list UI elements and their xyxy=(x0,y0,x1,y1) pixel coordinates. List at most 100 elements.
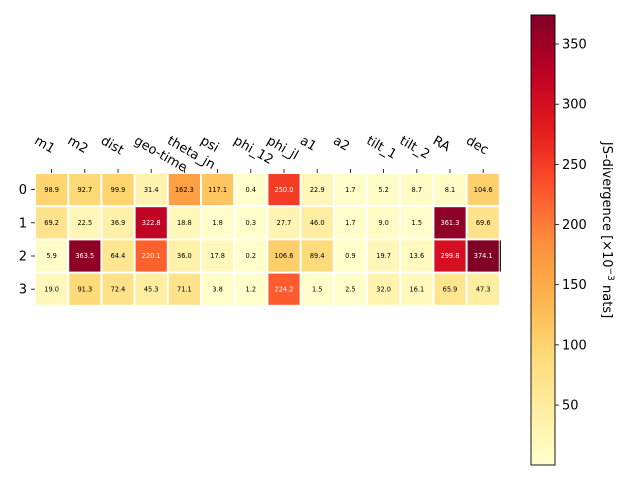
y-tick-label-2: 2 xyxy=(19,250,27,265)
x-tick-label-dec: dec xyxy=(463,133,491,158)
heatmap-cell-r2-c12 xyxy=(434,240,466,272)
heatmap-cell-r1-c1 xyxy=(69,207,101,239)
heatmap-cell-r1-c12 xyxy=(434,207,466,239)
cell-label-r1-c10: 9.0 xyxy=(378,219,389,227)
heatmap-cell-r3-c9 xyxy=(334,273,366,305)
cell-label-r1-c12: 361.3 xyxy=(441,219,460,227)
cell-label-r3-c10: 32.0 xyxy=(376,285,391,293)
heatmap-cell-r0-c6 xyxy=(235,174,267,206)
heatmap-cell-r2-c7 xyxy=(268,240,300,272)
x-tick-label-m2: m2 xyxy=(65,133,91,156)
heatmap-cell-r2-c8 xyxy=(301,240,333,272)
y-tick-label-0: 0 xyxy=(19,183,27,198)
cell-label-r0-c9: 1.7 xyxy=(345,186,356,194)
heatmap-cell-r2-c5 xyxy=(202,240,234,272)
cell-label-r3-c0: 19.0 xyxy=(44,285,59,293)
heatmap-cell-r0-c11 xyxy=(401,174,433,206)
cell-label-r2-c12: 299.8 xyxy=(441,252,460,260)
heatmap-cell-r1-c7 xyxy=(268,207,300,239)
cell-label-r1-c7: 27.7 xyxy=(277,219,292,227)
cell-label-r1-c4: 18.8 xyxy=(177,219,192,227)
heatmap-cell-r2-c1 xyxy=(69,240,101,272)
heatmap-cell-r1-c0 xyxy=(36,207,68,239)
cell-label-r3-c7: 224.2 xyxy=(275,285,294,293)
cell-label-r3-c13: 47.3 xyxy=(476,285,491,293)
heatmap-cell-r2-c2 xyxy=(102,240,134,272)
cell-label-r1-c2: 36.9 xyxy=(111,219,126,227)
y-tick-label-1: 1 xyxy=(19,216,27,231)
cell-label-r1-c13: 69.6 xyxy=(476,219,491,227)
heatmap-cell-r1-c11 xyxy=(401,207,433,239)
cell-label-r3-c3: 45.3 xyxy=(144,285,159,293)
cell-label-r1-c0: 69.2 xyxy=(44,219,59,227)
cell-label-r2-c4: 36.0 xyxy=(177,252,192,260)
cell-label-r1-c11: 1.5 xyxy=(412,219,423,227)
heatmap-cell-r1-c13 xyxy=(467,207,499,239)
x-tick-label-a1: a1 xyxy=(297,133,319,154)
cell-label-r1-c9: 1.7 xyxy=(345,219,356,227)
heatmap-cell-r3-c11 xyxy=(401,273,433,305)
x-tick-label-dist: dist xyxy=(98,133,126,158)
x-tick-label-a2: a2 xyxy=(330,133,352,154)
heatmap-cell-r2-c10 xyxy=(368,240,400,272)
heatmap-cell-r2-c6 xyxy=(235,240,267,272)
y-tick-label-3: 3 xyxy=(19,283,27,298)
heatmap-cell-r3-c12 xyxy=(434,273,466,305)
cell-label-r2-c2: 64.4 xyxy=(111,252,126,260)
heatmap-cell-r2-c11 xyxy=(401,240,433,272)
cell-label-r0-c6: 0.4 xyxy=(246,186,257,194)
heatmap-cell-r0-c12 xyxy=(434,174,466,206)
heatmap-cell-r3-c8 xyxy=(301,273,333,305)
cell-label-r2-c1: 363.5 xyxy=(75,252,94,260)
heatmap-cells xyxy=(36,174,499,305)
cell-label-r3-c1: 91.3 xyxy=(77,285,92,293)
cell-label-r0-c11: 8.7 xyxy=(412,186,423,194)
heatmap-cell-r3-c3 xyxy=(135,273,167,305)
heatmap-cell-r2-c0 xyxy=(36,240,68,272)
heatmap-cell-r3-c5 xyxy=(202,273,234,305)
cell-label-r0-c12: 8.1 xyxy=(445,186,456,194)
heatmap-cell-r1-c2 xyxy=(102,207,134,239)
cell-label-r0-c2: 99.9 xyxy=(111,186,126,194)
heatmap-cell-r2-c9 xyxy=(334,240,366,272)
colorbar-tick-label-150: 150 xyxy=(562,278,587,293)
cell-label-r2-c8: 89.4 xyxy=(310,252,325,260)
heatmap-cell-r0-c2 xyxy=(102,174,134,206)
heatmap-cell-r3-c10 xyxy=(368,273,400,305)
heatmap-cell-r0-c5 xyxy=(202,174,234,206)
x-tick-label-tilt_2: tilt_2 xyxy=(397,133,432,162)
heatmap-cell-r0-c3 xyxy=(135,174,167,206)
heatmap-cell-r1-c6 xyxy=(235,207,267,239)
cell-label-r0-c1: 92.7 xyxy=(77,186,92,194)
heatmap-cell-r3-c7 xyxy=(268,273,300,305)
cell-label-r0-c8: 22.9 xyxy=(310,186,325,194)
heatmap-cell-r0-c7 xyxy=(268,174,300,206)
cell-label-r2-c7: 106.6 xyxy=(275,252,294,260)
x-tick-label-m1: m1 xyxy=(32,133,58,156)
x-tick-label-tilt_1: tilt_1 xyxy=(364,133,399,162)
heatmap-cell-r3-c6 xyxy=(235,273,267,305)
cell-label-r2-c3: 220.1 xyxy=(142,252,161,260)
cell-label-r0-c7: 250.0 xyxy=(275,186,294,194)
cell-label-r2-c11: 13.6 xyxy=(409,252,424,260)
cell-label-r3-c6: 1.2 xyxy=(246,285,257,293)
cell-label-r3-c9: 2.5 xyxy=(345,285,356,293)
heatmap-cell-r1-c10 xyxy=(368,207,400,239)
cell-label-r0-c10: 5.2 xyxy=(378,186,389,194)
cell-label-r0-c0: 98.9 xyxy=(44,186,59,194)
cell-label-r2-c9: 0.9 xyxy=(345,252,356,260)
colorbar-tick-label-50: 50 xyxy=(562,399,579,414)
colorbar-tick-label-200: 200 xyxy=(562,218,587,233)
cell-label-r1-c1: 22.5 xyxy=(77,219,92,227)
cell-label-r3-c8: 1.5 xyxy=(312,285,323,293)
colorbar: 50 100 150 200 250 300 350 JS-divergence [×10−3… xyxy=(530,14,615,466)
heatmap-cell-r0-c9 xyxy=(334,174,366,206)
cell-label-r1-c6: 0.3 xyxy=(246,219,257,227)
cell-label-r3-c4: 71.1 xyxy=(177,285,192,293)
heatmap-cell-r3-c4 xyxy=(168,273,200,305)
cell-label-r1-c3: 322.8 xyxy=(142,219,161,227)
cell-label-r0-c13: 104.6 xyxy=(474,186,493,194)
cell-label-r3-c11: 16.1 xyxy=(409,285,424,293)
colorbar-tick-label-300: 300 xyxy=(562,98,587,113)
